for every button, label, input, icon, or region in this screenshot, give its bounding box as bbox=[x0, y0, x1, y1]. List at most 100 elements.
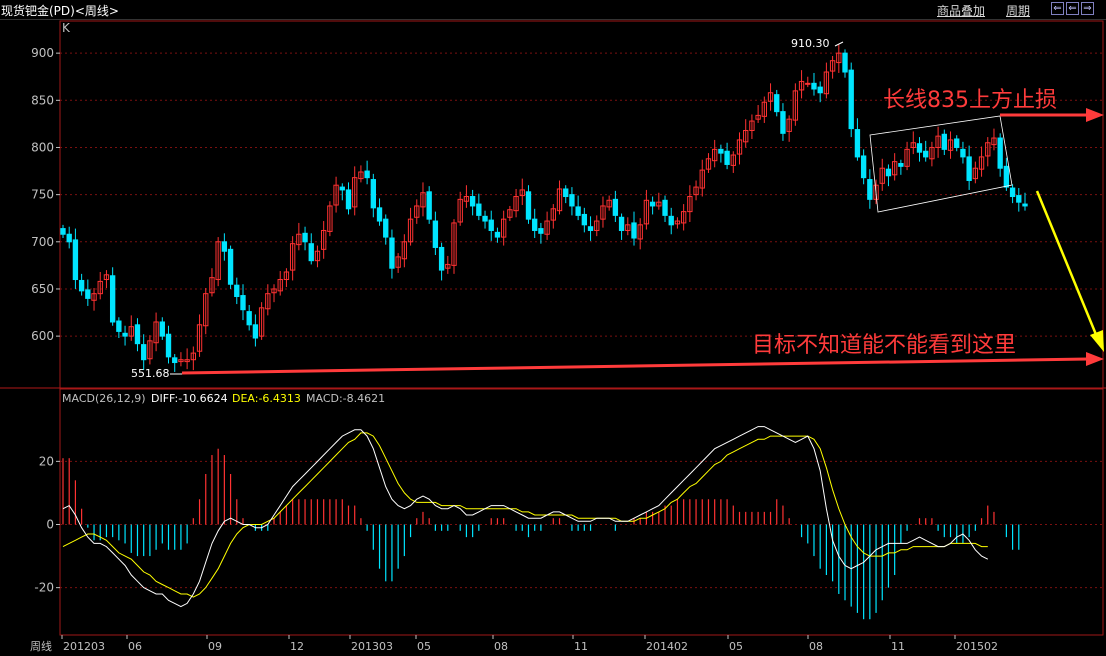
macd-value: MACD:-8.4621 bbox=[306, 392, 385, 405]
target-annotation: 目标不知道能不能看到这里 bbox=[752, 333, 1016, 358]
candle-body bbox=[240, 295, 246, 311]
candle-body bbox=[507, 209, 513, 218]
price-y-axis: 900 850 800 750 700 650 600 bbox=[31, 46, 60, 343]
candle-body bbox=[234, 284, 240, 298]
candle-body bbox=[538, 228, 544, 234]
candle-body bbox=[774, 94, 780, 113]
candle-body bbox=[72, 239, 79, 281]
candle-body bbox=[66, 233, 72, 243]
candle-body bbox=[494, 231, 501, 238]
candle-body bbox=[352, 177, 358, 208]
candle-body bbox=[985, 142, 991, 157]
candle-body bbox=[227, 248, 234, 285]
candle-body bbox=[631, 222, 637, 239]
candle-body bbox=[755, 114, 761, 120]
candle-body bbox=[246, 311, 252, 326]
candle-body bbox=[445, 263, 451, 269]
candle-body bbox=[786, 118, 792, 132]
candle-body bbox=[544, 220, 550, 235]
price-panel-label: K bbox=[62, 21, 71, 35]
stop-loss-annotation: 长线835上方止损 bbox=[883, 88, 1057, 113]
projection-arrow-head bbox=[1090, 330, 1104, 352]
candle-body bbox=[935, 135, 941, 148]
candle-body bbox=[600, 205, 606, 220]
candle-body bbox=[85, 289, 91, 299]
candle-body bbox=[308, 243, 314, 262]
candle-body bbox=[587, 226, 594, 231]
candle-body bbox=[172, 357, 178, 364]
candle-body bbox=[221, 241, 228, 252]
candle-body bbox=[829, 60, 836, 72]
candle-body bbox=[637, 224, 643, 240]
candle-body bbox=[749, 120, 755, 131]
candle-body bbox=[296, 233, 302, 246]
title-bar: 现货钯金(PD)<周线> 商品叠加 周期 ⇐ ⇐ ⇒ bbox=[0, 0, 1106, 20]
candle-body bbox=[954, 138, 960, 148]
maximize-icon[interactable]: ⇒ bbox=[1081, 2, 1094, 15]
candle-body bbox=[414, 205, 420, 218]
candle-body bbox=[680, 211, 687, 224]
candle-body bbox=[842, 52, 848, 73]
candle-body bbox=[438, 246, 445, 271]
price-tick-label: 700 bbox=[31, 235, 54, 249]
candle-body bbox=[457, 198, 463, 223]
price-tick-label: 650 bbox=[31, 282, 54, 296]
candle-body bbox=[885, 168, 892, 177]
period-button[interactable]: 周期 bbox=[1006, 4, 1031, 18]
candle-body bbox=[289, 243, 296, 271]
candle-body bbox=[923, 150, 929, 158]
candle-body bbox=[910, 142, 916, 148]
candle-body bbox=[556, 188, 563, 212]
candle-body bbox=[643, 199, 650, 225]
candle-body bbox=[258, 307, 265, 337]
minimize-icon[interactable]: ⇐ bbox=[1066, 2, 1079, 15]
candle-body bbox=[327, 205, 333, 232]
restore-left-icon[interactable]: ⇐ bbox=[1051, 2, 1064, 15]
candle-body bbox=[116, 320, 122, 332]
target-arrow-line bbox=[181, 357, 1089, 375]
candle-body bbox=[563, 188, 569, 198]
dea-value: DEA:-6.4313 bbox=[232, 392, 301, 405]
candle-body bbox=[674, 220, 681, 225]
x-tick-label: 11 bbox=[574, 640, 588, 653]
candle-body bbox=[550, 208, 556, 221]
candle-body bbox=[252, 324, 259, 339]
candle-body bbox=[712, 148, 718, 162]
target-arrow-head bbox=[1086, 352, 1104, 366]
candle-body bbox=[364, 170, 370, 179]
candle-body bbox=[662, 199, 668, 216]
candle-body bbox=[1022, 203, 1028, 207]
candle-body bbox=[823, 71, 830, 95]
candle-body bbox=[463, 196, 470, 202]
x-tick-label: 09 bbox=[208, 640, 222, 653]
candle-body bbox=[153, 321, 159, 344]
candle-body bbox=[407, 218, 414, 243]
candle-body bbox=[618, 216, 625, 231]
overlay-commodity-button[interactable]: 商品叠加 bbox=[937, 4, 986, 18]
x-tick-label: 08 bbox=[809, 640, 823, 653]
high-marker bbox=[834, 41, 844, 47]
candle-body bbox=[376, 207, 383, 222]
dea-line bbox=[62, 432, 988, 598]
candle-body bbox=[165, 333, 172, 358]
price-tick-label: 600 bbox=[31, 329, 54, 343]
candle-body bbox=[860, 155, 867, 179]
candle-body bbox=[1003, 165, 1010, 188]
candle-body bbox=[960, 148, 966, 158]
candle-body bbox=[879, 167, 885, 184]
x-tick-label: 201502 bbox=[956, 640, 998, 653]
candle-body bbox=[420, 192, 426, 208]
candle-body bbox=[203, 293, 209, 327]
candle-body bbox=[389, 237, 395, 269]
candle-body bbox=[103, 274, 110, 281]
candle-body bbox=[320, 229, 327, 250]
candle-body bbox=[196, 324, 203, 352]
candle-body bbox=[209, 277, 215, 294]
candle-body bbox=[178, 359, 184, 363]
candle-body bbox=[128, 326, 134, 337]
candle-body bbox=[687, 196, 693, 213]
candle-body bbox=[97, 280, 103, 295]
candlestick-series bbox=[60, 44, 1028, 372]
candle-body bbox=[693, 186, 699, 196]
candle-body bbox=[873, 184, 879, 200]
